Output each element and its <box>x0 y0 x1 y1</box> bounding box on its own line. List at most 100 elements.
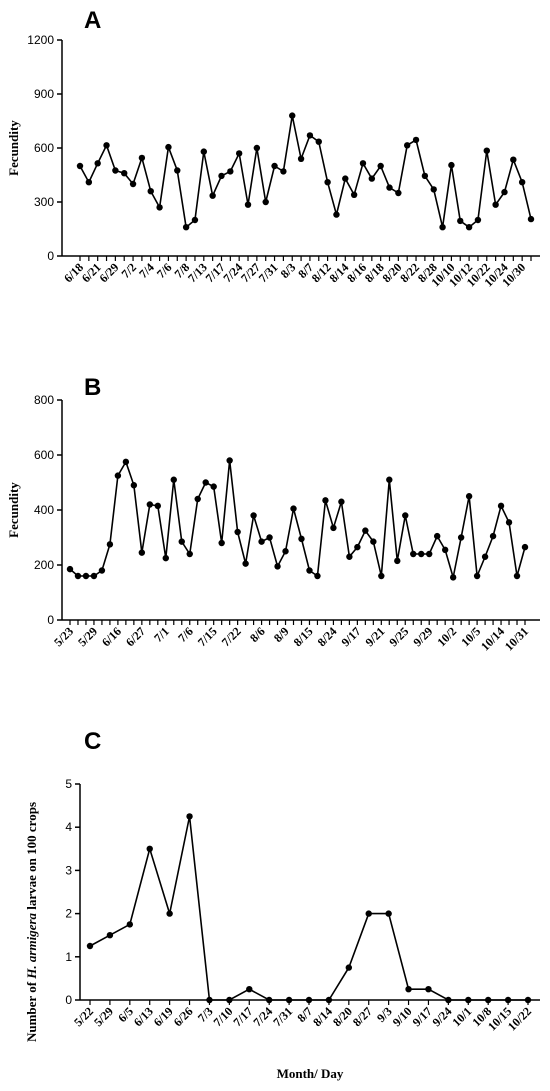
data-point <box>262 198 269 206</box>
data-point <box>481 553 489 560</box>
y-tick-label: 1 <box>65 950 72 964</box>
data-point <box>114 472 122 479</box>
data-point <box>465 493 473 500</box>
data-point <box>510 156 517 163</box>
data-point <box>474 216 482 224</box>
data-point <box>421 172 429 180</box>
data-point <box>138 154 146 162</box>
data-point <box>121 170 128 177</box>
data-point <box>505 519 513 526</box>
x-tick-label: 9/21 <box>362 624 387 649</box>
data-line <box>89 816 528 1001</box>
data-point <box>154 502 162 510</box>
data-point <box>521 543 529 551</box>
data-point <box>202 479 209 486</box>
data-point <box>430 186 437 193</box>
x-tick-label: 6/16 <box>99 624 124 649</box>
data-point <box>473 572 481 580</box>
y-axis-label: Fecundity <box>6 482 21 538</box>
x-tick-label: 8/9 <box>271 624 292 645</box>
data-point <box>162 554 169 562</box>
y-axis-label-part: larvae on 100 crops <box>24 802 39 913</box>
data-point <box>362 527 369 534</box>
data-point <box>285 996 293 1004</box>
x-tick-label: 8/15 <box>291 624 316 649</box>
data-point <box>330 524 337 532</box>
data-point <box>386 476 393 483</box>
x-tick-label: 8/27 <box>350 1004 375 1029</box>
data-point <box>147 188 154 195</box>
data-point <box>489 532 497 540</box>
x-tick-label: 7/15 <box>195 624 220 649</box>
data-point <box>86 942 94 950</box>
x-tick-label: 10/14 <box>478 624 507 653</box>
data-point <box>445 996 452 1004</box>
y-axis-label: Fecundity <box>6 120 21 176</box>
data-point <box>370 538 377 545</box>
data-point <box>513 572 521 580</box>
panel-label: C <box>84 728 101 755</box>
data-point <box>194 495 201 503</box>
data-point <box>226 996 233 1004</box>
y-axis-label-part: Number of <box>24 979 39 1042</box>
data-line <box>79 115 532 229</box>
data-point <box>282 548 289 555</box>
data-point <box>378 572 385 580</box>
data-point <box>368 175 376 182</box>
x-tick-label: 5/29 <box>75 624 100 649</box>
data-point <box>386 184 393 191</box>
data-point <box>501 188 508 196</box>
data-point <box>76 162 84 170</box>
data-point <box>90 572 98 580</box>
y-tick-label: 0 <box>47 249 54 263</box>
data-point <box>250 512 257 519</box>
data-point <box>298 535 305 543</box>
data-point <box>484 996 492 1004</box>
panel-label: A <box>84 7 101 34</box>
x-tick-label: 9/17 <box>338 624 363 649</box>
data-point <box>265 996 273 1004</box>
data-point <box>94 160 101 167</box>
x-tick-label: 5/23 <box>51 624 76 649</box>
data-point <box>106 541 114 548</box>
data-point <box>206 996 213 1004</box>
data-point <box>527 215 535 223</box>
x-tick-label: 10/31 <box>502 624 531 653</box>
data-point <box>85 179 93 186</box>
data-point <box>129 180 137 188</box>
data-point <box>66 565 74 573</box>
data-point <box>322 497 329 504</box>
data-point <box>314 572 321 580</box>
data-point <box>465 996 472 1004</box>
data-point <box>412 136 420 144</box>
data-point <box>227 168 234 175</box>
data-point <box>244 201 252 208</box>
data-point <box>138 549 146 556</box>
data-point <box>126 921 134 928</box>
data-point <box>289 112 296 119</box>
data-point <box>305 996 313 1004</box>
data-point <box>178 538 185 545</box>
data-point <box>266 534 273 541</box>
data-point <box>402 512 409 519</box>
data-point <box>235 150 243 157</box>
data-point <box>146 845 153 852</box>
x-tick-label: 10/2 <box>434 624 459 649</box>
data-point <box>103 142 110 149</box>
data-point <box>191 216 199 224</box>
y-tick-label: 2 <box>65 907 72 921</box>
x-tick-label: 6/26 <box>171 1004 196 1029</box>
data-point <box>112 167 119 174</box>
chart-panel: 030060090012006/186/216/297/27/47/67/87/… <box>6 7 540 289</box>
data-point <box>146 501 154 508</box>
data-point <box>174 167 181 174</box>
data-point <box>418 550 425 558</box>
x-tick-label: 6/27 <box>123 624 148 649</box>
x-tick-label: 9/29 <box>410 624 435 649</box>
y-tick-label: 0 <box>47 613 54 627</box>
chart-panel: 0 200 400 600 800 5/235/296/166/27 7/1 7/67/157… <box>6 374 540 653</box>
x-tick-label: 9/25 <box>386 624 411 649</box>
data-point <box>504 996 512 1004</box>
data-point <box>246 986 253 993</box>
